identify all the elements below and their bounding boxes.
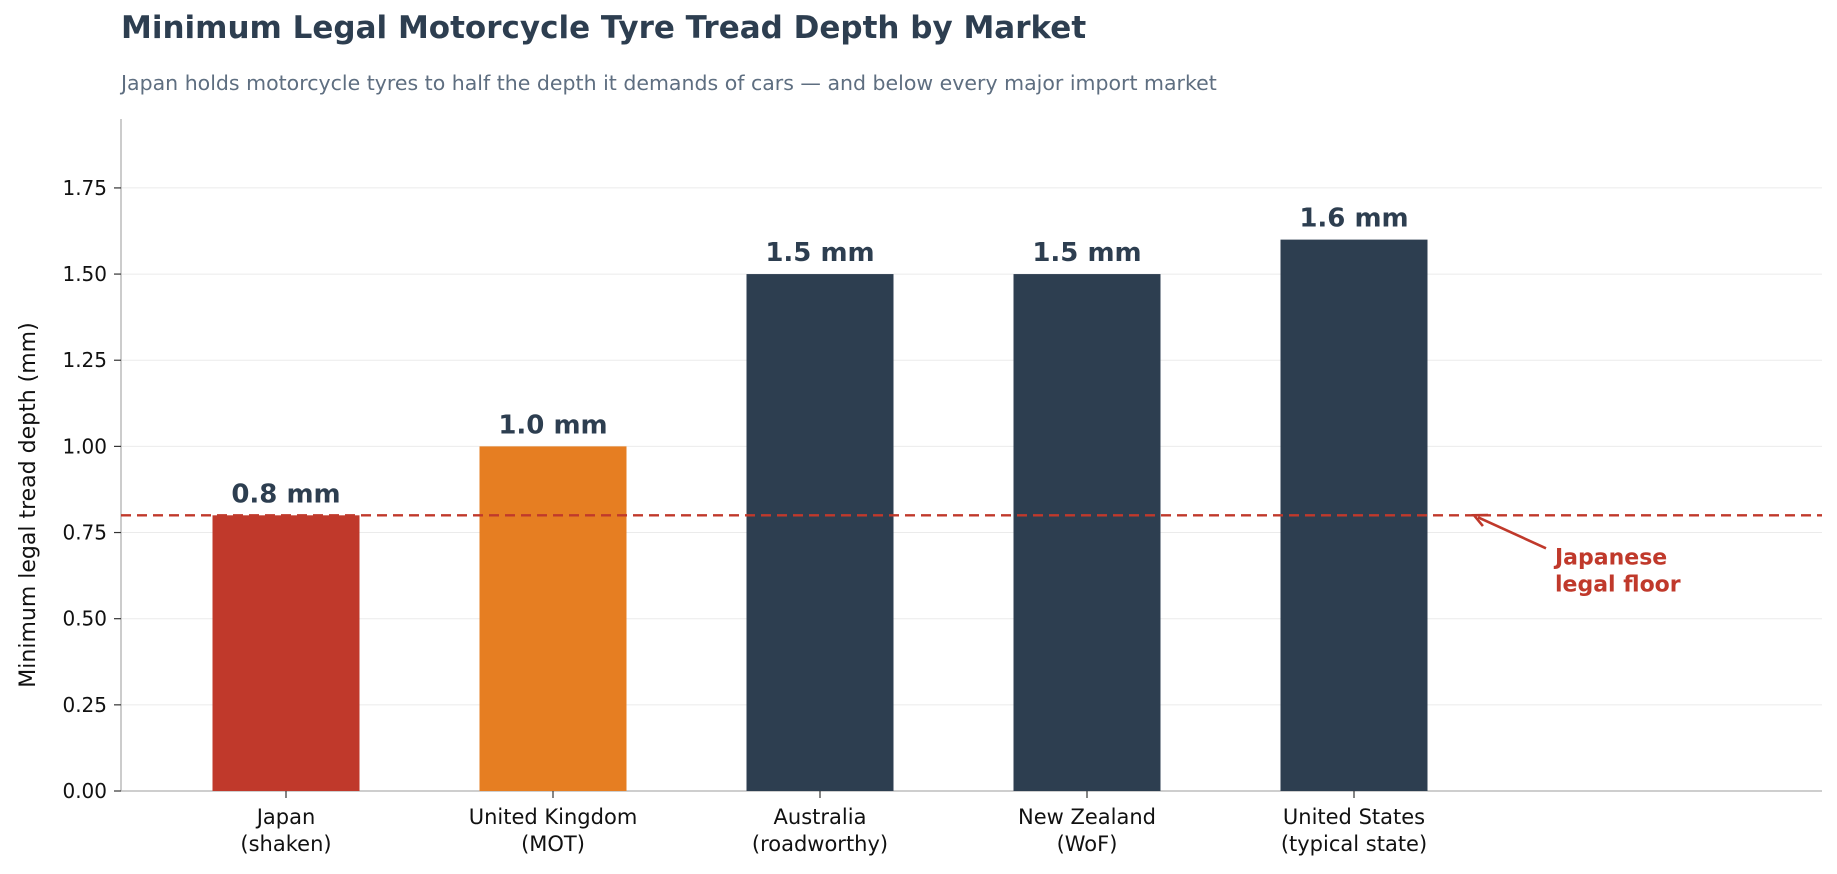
reference-line-annotation: Japanese legal floor (1553, 545, 1681, 597)
y-tick-label: 1.75 (62, 176, 107, 200)
y-tick-label: 1.00 (62, 434, 107, 458)
y-tick-label: 0.25 (62, 693, 107, 717)
x-tick-label: Japan (shaken) (240, 805, 331, 856)
x-tick-label: New Zealand (WoF) (1018, 805, 1156, 856)
y-tick-label: 0.50 (62, 607, 107, 631)
x-tick-label: United States (typical state) (1281, 805, 1427, 856)
annotation-arrow-line (1477, 516, 1547, 550)
y-axis-label: Minimum legal tread depth (mm) (16, 322, 41, 687)
x-tick-label: Australia (roadworthy) (752, 805, 888, 856)
x-tick-label-line: New Zealand (1018, 805, 1156, 829)
x-tick-label: United Kingdom (MOT) (469, 805, 638, 856)
x-tick-label-line: Australia (774, 805, 867, 829)
x-tick-label-line: (MOT) (521, 832, 585, 856)
bar-value-label: 1.6 mm (1299, 204, 1408, 234)
bar-value-label: 1.5 mm (1032, 238, 1141, 268)
bar-value-label: 0.8 mm (231, 479, 340, 509)
bar (479, 446, 627, 791)
y-tick-label: 0.75 (62, 521, 107, 545)
y-tick-label: 0.00 (62, 779, 107, 803)
annotation-line: legal floor (1555, 572, 1681, 597)
y-tick-label: 1.50 (62, 262, 107, 286)
annotation-arrow-head (1471, 513, 1489, 527)
annotation-line: Japanese (1553, 545, 1667, 570)
bar (746, 274, 894, 792)
chart-subtitle: Japan holds motorcycle tyres to half the… (121, 71, 1217, 95)
bar (212, 515, 360, 791)
bar (1013, 274, 1161, 792)
bar-value-label: 1.0 mm (498, 410, 607, 440)
x-tick-label-line: Japan (255, 805, 316, 829)
y-tick-label: 1.25 (62, 348, 107, 372)
chart-title: Minimum Legal Motorcycle Tyre Tread Dept… (121, 10, 1087, 46)
x-tick-label-line: (typical state) (1281, 832, 1427, 856)
x-tick-label-line: United Kingdom (469, 805, 638, 829)
x-tick-label-line: (shaken) (240, 832, 331, 856)
bar-value-label: 1.5 mm (765, 238, 874, 268)
x-tick-label-line: United States (1283, 805, 1425, 829)
x-tick-label-line: (roadworthy) (752, 832, 888, 856)
x-tick-label-line: (WoF) (1057, 832, 1118, 856)
